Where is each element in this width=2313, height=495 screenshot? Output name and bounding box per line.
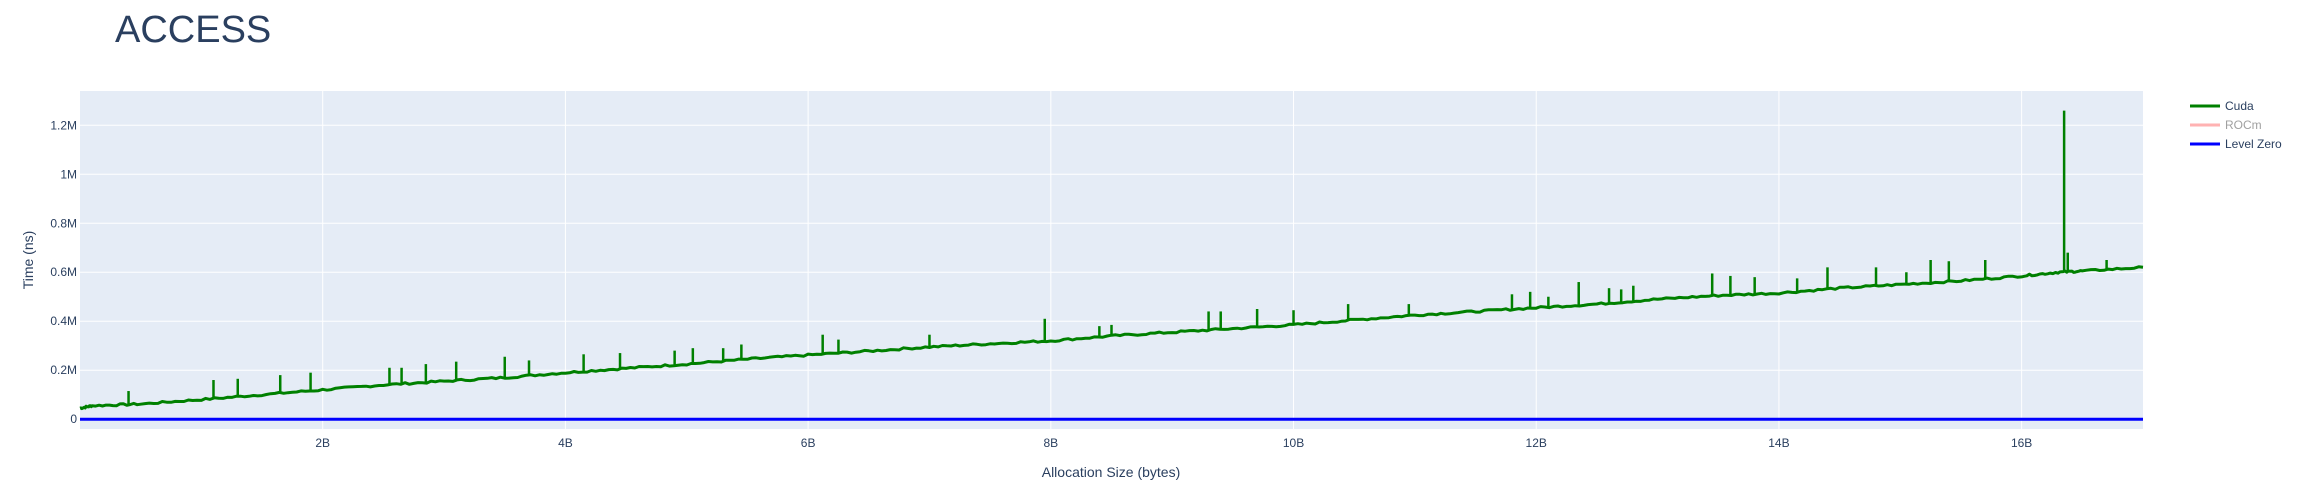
x-tick-label: 16B — [2011, 436, 2032, 450]
x-tick-label: 14B — [1768, 436, 1789, 450]
series-layer — [79, 110, 2144, 421]
x-tick-label: 12B — [1526, 436, 1547, 450]
x-tick-label: 4B — [558, 436, 573, 450]
x-axis-ticks: 2B 4B 6B 8B 10B 12B 14B 16B — [315, 436, 2032, 450]
legend: Cuda ROCm Level Zero — [2190, 99, 2282, 151]
y-tick-label: 0.2M — [50, 363, 77, 377]
x-tick-label: 2B — [315, 436, 330, 450]
y-tick-label: 0.6M — [50, 265, 77, 279]
series-cuda — [79, 110, 2144, 411]
y-axis-ticks: 0 0.2M 0.4M 0.6M 0.8M 1M 1.2M — [50, 118, 77, 426]
legend-item-level-zero[interactable]: Level Zero — [2190, 137, 2282, 151]
y-tick-label: 0.4M — [50, 314, 77, 328]
legend-label-rocm: ROCm — [2225, 118, 2262, 132]
x-tick-label: 6B — [801, 436, 816, 450]
y-tick-label: 0.8M — [50, 216, 77, 230]
x-axis-title: Allocation Size (bytes) — [1042, 464, 1181, 480]
chart-title: ACCESS — [115, 9, 271, 51]
legend-item-cuda[interactable]: Cuda — [2190, 99, 2254, 113]
plot-area[interactable] — [80, 91, 2143, 429]
y-tick-label: 0 — [70, 412, 77, 426]
x-tick-label: 10B — [1283, 436, 1304, 450]
y-tick-label: 1.2M — [50, 118, 77, 132]
legend-label-cuda: Cuda — [2225, 99, 2254, 113]
y-axis-title: Time (ns) — [20, 231, 36, 290]
x-tick-label: 8B — [1043, 436, 1058, 450]
legend-item-rocm[interactable]: ROCm — [2190, 118, 2262, 132]
y-tick-label: 1M — [60, 167, 77, 181]
legend-label-level-zero: Level Zero — [2225, 137, 2282, 151]
